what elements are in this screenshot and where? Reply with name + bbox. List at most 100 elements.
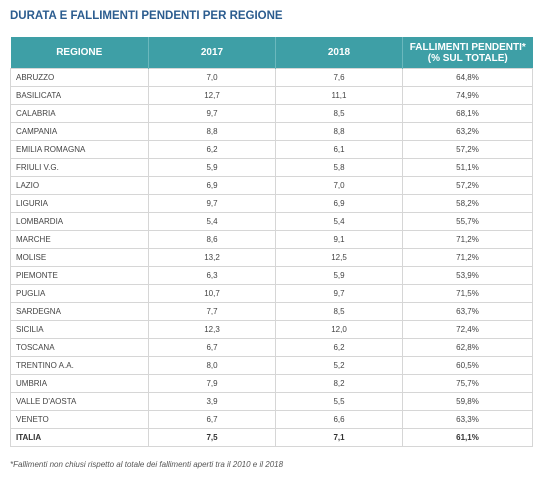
table-cell: 55,7% bbox=[402, 212, 533, 231]
table-cell: 6,3 bbox=[148, 266, 276, 285]
total-cell: 61,1% bbox=[402, 428, 533, 447]
table-cell: 12,5 bbox=[275, 248, 403, 267]
table-cell: 68,1% bbox=[402, 104, 533, 123]
table-cell: 6,7 bbox=[148, 338, 276, 357]
header-cell: REGIONE bbox=[10, 37, 149, 69]
table-cell: 74,9% bbox=[402, 86, 533, 105]
table-cell: 57,2% bbox=[402, 176, 533, 195]
table-cell: 8,5 bbox=[275, 302, 403, 321]
table-cell: 71,5% bbox=[402, 284, 533, 303]
table-row: SARDEGNA 7,7 8,5 63,7% bbox=[10, 302, 533, 321]
table-cell: 6,9 bbox=[275, 194, 403, 213]
table-cell: 12,0 bbox=[275, 320, 403, 339]
table-row: MARCHE 8,6 9,1 71,2% bbox=[10, 230, 533, 249]
title: DURATA E FALLIMENTI PENDENTI PER REGIONE bbox=[10, 10, 283, 22]
total-row: ITALIA 7,5 7,1 61,1% bbox=[10, 428, 533, 447]
table-cell: CALABRIA bbox=[10, 104, 149, 123]
table-cell: VENETO bbox=[10, 410, 149, 429]
table-cell: SARDEGNA bbox=[10, 302, 149, 321]
table-row: BASILICATA 12,7 11,1 74,9% bbox=[10, 86, 533, 105]
table-cell: FRIULI V.G. bbox=[10, 158, 149, 177]
table-cell: LAZIO bbox=[10, 176, 149, 195]
table-cell: LOMBARDIA bbox=[10, 212, 149, 231]
table-cell: 71,2% bbox=[402, 248, 533, 267]
table-cell: 3,9 bbox=[148, 392, 276, 411]
table-cell: 5,4 bbox=[275, 212, 403, 231]
table-row: EMILIA ROMAGNA 6,2 6,1 57,2% bbox=[10, 140, 533, 159]
table-cell: 58,2% bbox=[402, 194, 533, 213]
table-cell: 5,9 bbox=[275, 266, 403, 285]
table-cell: 7,9 bbox=[148, 374, 276, 393]
table-row: PUGLIA 10,7 9,7 71,5% bbox=[10, 284, 533, 303]
table-cell: 12,3 bbox=[148, 320, 276, 339]
table-cell: 5,2 bbox=[275, 356, 403, 375]
table-cell: VALLE D'AOSTA bbox=[10, 392, 149, 411]
table-body: ABRUZZO 7,0 7,6 64,8% BASILICATA 12,7 11,1 74,9… bbox=[10, 68, 533, 447]
table-cell: 57,2% bbox=[402, 140, 533, 159]
table-cell: EMILIA ROMAGNA bbox=[10, 140, 149, 159]
table-cell: 13,2 bbox=[148, 248, 276, 267]
header-row: REGIONE 2017 2018 FALLIMENTI PENDENTI* (% S… bbox=[10, 37, 533, 69]
table-cell: 5,9 bbox=[148, 158, 276, 177]
header-cell: 2018 bbox=[275, 37, 403, 69]
table-cell: 53,9% bbox=[402, 266, 533, 285]
table-row: MOLISE 13,2 12,5 71,2% bbox=[10, 248, 533, 267]
table-row: CALABRIA 9,7 8,5 68,1% bbox=[10, 104, 533, 123]
table-cell: 59,8% bbox=[402, 392, 533, 411]
table-row: VALLE D'AOSTA 3,9 5,5 59,8% bbox=[10, 392, 533, 411]
table-cell: 75,7% bbox=[402, 374, 533, 393]
table-row: LAZIO 6,9 7,0 57,2% bbox=[10, 176, 533, 195]
table-cell: 62,8% bbox=[402, 338, 533, 357]
table-row: VENETO 6,7 6,6 63,3% bbox=[10, 410, 533, 429]
total-cell: 7,1 bbox=[275, 428, 403, 447]
table-cell: 6,2 bbox=[148, 140, 276, 159]
table-cell: 6,9 bbox=[148, 176, 276, 195]
table-cell: 64,8% bbox=[402, 68, 533, 87]
table-cell: 8,8 bbox=[148, 122, 276, 141]
table-cell: 5,5 bbox=[275, 392, 403, 411]
table-cell: PIEMONTE bbox=[10, 266, 149, 285]
table-cell: PUGLIA bbox=[10, 284, 149, 303]
table-cell: 72,4% bbox=[402, 320, 533, 339]
table-cell: 8,5 bbox=[275, 104, 403, 123]
table-cell: 9,7 bbox=[148, 104, 276, 123]
header-cell: FALLIMENTI PENDENTI* (% SUL TOTALE) bbox=[402, 37, 533, 69]
table-cell: 12,7 bbox=[148, 86, 276, 105]
table-cell: 63,7% bbox=[402, 302, 533, 321]
table-row: CAMPANIA 8,8 8,8 63,2% bbox=[10, 122, 533, 141]
table-cell: 9,7 bbox=[275, 284, 403, 303]
table-cell: 6,6 bbox=[275, 410, 403, 429]
table-row: TRENTINO A.A. 8,0 5,2 60,5% bbox=[10, 356, 533, 375]
table-cell: ABRUZZO bbox=[10, 68, 149, 87]
table-row: UMBRIA 7,9 8,2 75,7% bbox=[10, 374, 533, 393]
table-cell: 7,0 bbox=[275, 176, 403, 195]
table-cell: 11,1 bbox=[275, 86, 403, 105]
table-cell: 8,6 bbox=[148, 230, 276, 249]
table-cell: 8,2 bbox=[275, 374, 403, 393]
table-row: LOMBARDIA 5,4 5,4 55,7% bbox=[10, 212, 533, 231]
table-cell: 6,2 bbox=[275, 338, 403, 357]
table-cell: 71,2% bbox=[402, 230, 533, 249]
table-row: SICILIA 12,3 12,0 72,4% bbox=[10, 320, 533, 339]
table-cell: 63,3% bbox=[402, 410, 533, 429]
table-cell: 8,0 bbox=[148, 356, 276, 375]
table: REGIONE 2017 2018 FALLIMENTI PENDENTI* (% S… bbox=[10, 37, 533, 447]
header-cell: 2017 bbox=[148, 37, 276, 69]
table-cell: 60,5% bbox=[402, 356, 533, 375]
footnote: *Fallimenti non chiusi rispetto al total… bbox=[10, 460, 284, 469]
table-cell: 9,7 bbox=[148, 194, 276, 213]
table-cell: 51,1% bbox=[402, 158, 533, 177]
table-cell: MOLISE bbox=[10, 248, 149, 267]
table-cell: CAMPANIA bbox=[10, 122, 149, 141]
table-cell: UMBRIA bbox=[10, 374, 149, 393]
table-row: FRIULI V.G. 5,9 5,8 51,1% bbox=[10, 158, 533, 177]
table-cell: 7,7 bbox=[148, 302, 276, 321]
total-cell: 7,5 bbox=[148, 428, 276, 447]
total-cell: ITALIA bbox=[10, 428, 149, 447]
table-cell: 6,1 bbox=[275, 140, 403, 159]
table-cell: 5,4 bbox=[148, 212, 276, 231]
table-cell: 5,8 bbox=[275, 158, 403, 177]
table-row: ABRUZZO 7,0 7,6 64,8% bbox=[10, 68, 533, 87]
table-cell: 10,7 bbox=[148, 284, 276, 303]
table-cell: 7,0 bbox=[148, 68, 276, 87]
